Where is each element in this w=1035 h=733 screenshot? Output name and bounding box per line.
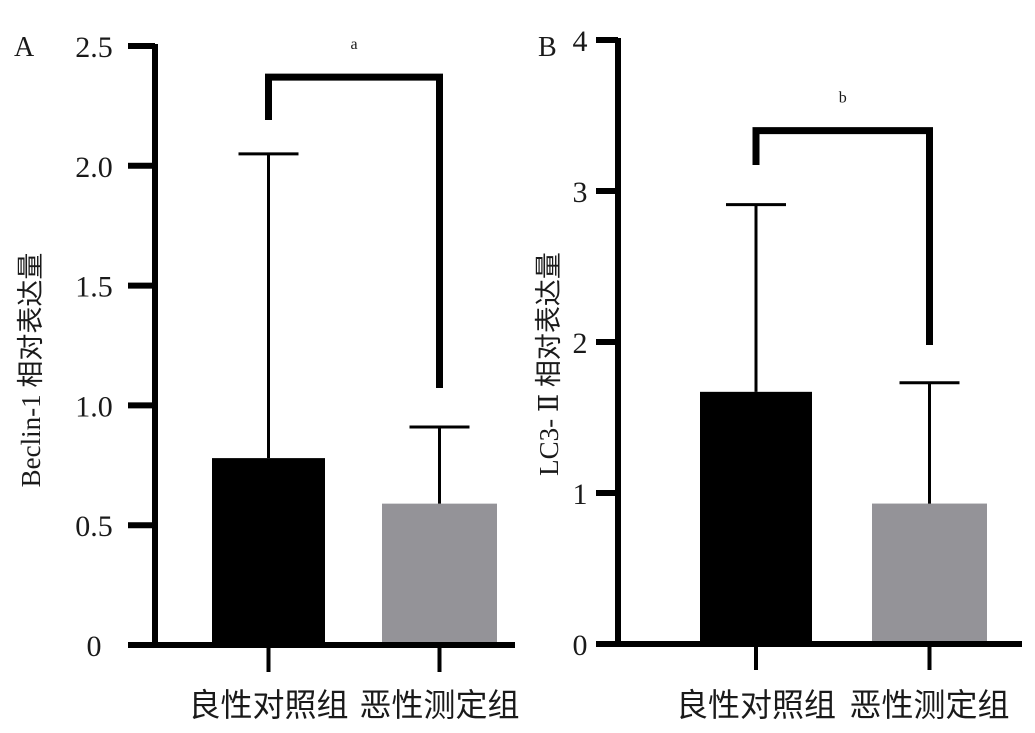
panel-b: B LC3- Ⅱ 相对表达量 0 1 2 3 4 b 良性对照组 恶性测定组 (534, 25, 1022, 723)
x-tick-label: 良性对照组 (676, 687, 836, 723)
y-tick-label: 0 (87, 630, 102, 663)
x-tick-label: 恶性测定组 (849, 687, 1009, 723)
significance-bracket (752, 127, 933, 345)
x-tick-label: 恶性测定组 (359, 687, 519, 723)
bars-a (212, 152, 497, 645)
panel-label-a: A (14, 32, 35, 63)
significance-bracket (265, 73, 443, 388)
significance-b: b (752, 90, 933, 345)
y-tick-label: 1.5 (75, 271, 113, 304)
x-tick-label: 良性对照组 (188, 687, 348, 723)
category-labels-b: 良性对照组 恶性测定组 (676, 644, 1010, 723)
y-tick-label: 2.0 (75, 151, 113, 184)
y-axis-label-a: Beclin-1 相对表达量 (16, 253, 46, 488)
bars-b (700, 203, 987, 644)
axes-b (596, 38, 1022, 647)
significance-a: a (265, 36, 443, 388)
y-tick-label: 3 (573, 176, 588, 209)
y-tick-label: 4 (573, 25, 588, 58)
y-ticks-a: 0 0.5 1.0 1.5 2.0 2.5 (75, 31, 155, 663)
y-tick-label: 1 (573, 478, 588, 511)
y-tick-label: 2.5 (75, 31, 113, 64)
panel-label-b: B (538, 32, 557, 63)
y-tick-label: 1.0 (75, 390, 113, 423)
y-tick-label: 0.5 (75, 510, 113, 543)
bar (212, 458, 325, 645)
bar (872, 503, 987, 644)
y-axis-label-b: LC3- Ⅱ 相对表达量 (534, 252, 564, 476)
bar (382, 503, 497, 645)
axes-a (128, 44, 515, 648)
y-ticks-b: 0 1 2 3 4 (573, 25, 618, 662)
panel-a: A Beclin-1 相对表达量 0 0.5 1.0 1.5 2.0 2.5 a 良性对照… (14, 31, 520, 723)
bar (700, 391, 812, 644)
y-tick-label: 0 (573, 629, 588, 662)
y-tick-label: 2 (573, 327, 588, 360)
significance-label: a (350, 36, 357, 53)
category-labels-a: 良性对照组 恶性测定组 (188, 645, 520, 723)
significance-label: b (839, 90, 847, 107)
